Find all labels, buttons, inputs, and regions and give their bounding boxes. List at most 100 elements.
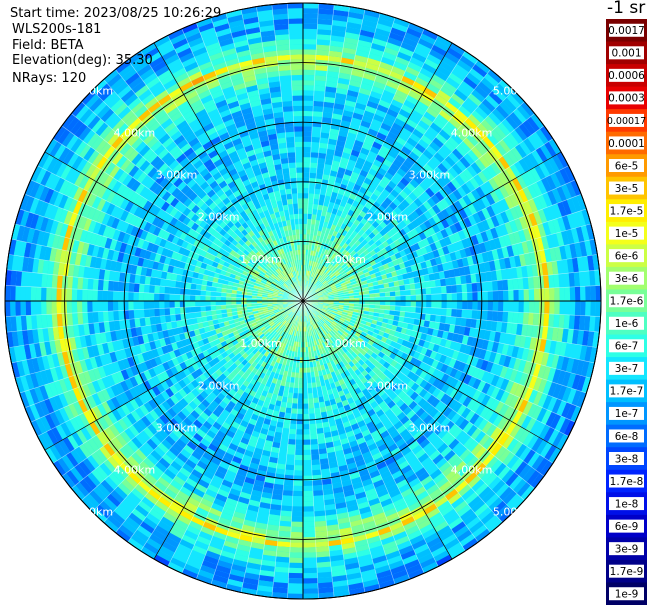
range-gate-cell xyxy=(319,220,325,227)
range-gate-cell xyxy=(454,129,467,142)
range-gate-cell xyxy=(402,208,411,217)
range-gate-cell xyxy=(319,277,324,282)
range-gate-cell xyxy=(317,157,326,164)
range-gate-cell xyxy=(488,177,499,191)
range-gate-cell xyxy=(569,301,576,316)
range-gate-cell xyxy=(389,291,396,297)
range-gate-cell xyxy=(574,286,581,301)
range-gate-cell xyxy=(470,162,482,175)
range-gate-cell xyxy=(518,216,528,230)
range-gate-cell xyxy=(321,271,326,277)
range-gate-cell xyxy=(314,188,321,195)
range-gate-cell xyxy=(416,157,427,168)
range-gate-cell xyxy=(456,186,467,198)
range-gate-cell xyxy=(490,203,501,216)
range-gate-cell xyxy=(538,275,545,289)
range-gate-cell xyxy=(323,249,329,256)
range-gate-cell xyxy=(342,236,349,243)
range-gate-cell xyxy=(502,311,509,323)
range-gate-cell xyxy=(435,286,442,294)
range-gate-cell xyxy=(423,210,433,220)
range-gate-cell xyxy=(342,265,349,271)
range-gate-cell xyxy=(442,262,449,272)
range-gate-cell xyxy=(365,252,372,259)
range-gate-cell xyxy=(369,123,381,132)
range-gate-cell xyxy=(498,156,510,170)
range-gate-cell xyxy=(287,444,296,450)
range-gate-cell xyxy=(481,98,496,113)
range-gate-cell xyxy=(434,69,449,82)
range-gate-cell xyxy=(498,139,511,153)
range-gate-cell xyxy=(420,246,428,255)
range-gate-cell xyxy=(466,309,473,319)
range-gate-cell xyxy=(485,165,497,178)
range-gate-cell xyxy=(509,220,518,233)
range-gate-cell xyxy=(351,270,358,276)
range-gate-cell xyxy=(344,37,359,45)
range-gate-cell xyxy=(508,301,514,312)
range-gate-cell xyxy=(476,253,484,264)
range-gate-cell xyxy=(309,172,317,179)
range-gate-cell xyxy=(329,170,338,177)
range-gate-cell xyxy=(288,439,296,445)
range-gate-cell xyxy=(574,301,581,316)
range-gate-cell xyxy=(576,226,585,243)
range-gate-cell xyxy=(339,183,348,191)
ray-separator xyxy=(302,138,554,302)
range-gate-cell xyxy=(279,515,292,522)
range-gate-cell xyxy=(461,283,468,293)
range-gate-cell xyxy=(457,229,467,241)
range-gate-cell xyxy=(527,134,540,150)
range-gate-cell xyxy=(307,213,313,220)
range-gate-cell xyxy=(354,195,363,204)
range-gate-cell xyxy=(440,198,450,209)
range-gate-cell xyxy=(432,249,440,259)
range-gate-cell xyxy=(481,219,491,231)
range-gate-cell xyxy=(313,505,325,512)
range-gate-cell xyxy=(295,434,303,440)
range-gate-cell xyxy=(417,138,430,150)
range-gate-cell xyxy=(382,140,393,150)
range-gate-cell xyxy=(516,175,528,189)
range-gate-cell xyxy=(331,208,338,215)
range-gate-cell xyxy=(303,54,316,60)
range-gate-cell xyxy=(361,142,372,151)
range-gate-cell xyxy=(394,252,402,260)
range-gate-cell xyxy=(484,73,499,88)
range-gate-cell xyxy=(390,27,407,38)
range-gate-cell xyxy=(351,237,358,244)
range-gate-cell xyxy=(465,318,472,328)
range-gate-cell xyxy=(414,143,426,154)
range-gate-cell xyxy=(333,255,339,262)
range-gate-cell xyxy=(340,282,347,287)
range-gate-cell xyxy=(316,209,323,216)
range-gate-cell xyxy=(462,168,474,181)
range-gate-cell xyxy=(303,74,315,81)
range-gate-cell xyxy=(458,208,468,220)
range-gate-cell xyxy=(440,315,447,324)
range-gate-cell xyxy=(533,288,540,301)
range-gate-cell xyxy=(512,177,523,192)
range-gate-cell xyxy=(395,154,406,164)
range-gate-cell xyxy=(522,186,533,201)
range-gate-cell xyxy=(291,408,298,414)
range-gate-cell xyxy=(303,367,307,373)
range-gate-cell xyxy=(461,257,469,267)
range-gate-cell xyxy=(431,294,437,301)
range-gate-cell xyxy=(577,256,584,272)
range-gate-cell xyxy=(584,240,593,256)
range-gate-cell xyxy=(339,67,353,75)
range-gate-cell xyxy=(445,205,455,217)
range-gate-cell xyxy=(298,378,303,384)
range-gate-cell xyxy=(317,18,333,26)
range-gate-cell xyxy=(532,276,539,289)
range-gate-cell xyxy=(322,273,328,279)
range-gate-cell xyxy=(361,164,371,173)
range-gate-cell xyxy=(481,281,488,292)
range-gate-cell xyxy=(347,227,355,235)
range-gate-cell xyxy=(481,119,494,133)
range-gate-cell xyxy=(481,168,493,181)
range-gate-cell xyxy=(444,226,454,237)
range-gate-cell xyxy=(425,259,432,268)
range-gate-cell xyxy=(433,166,445,178)
